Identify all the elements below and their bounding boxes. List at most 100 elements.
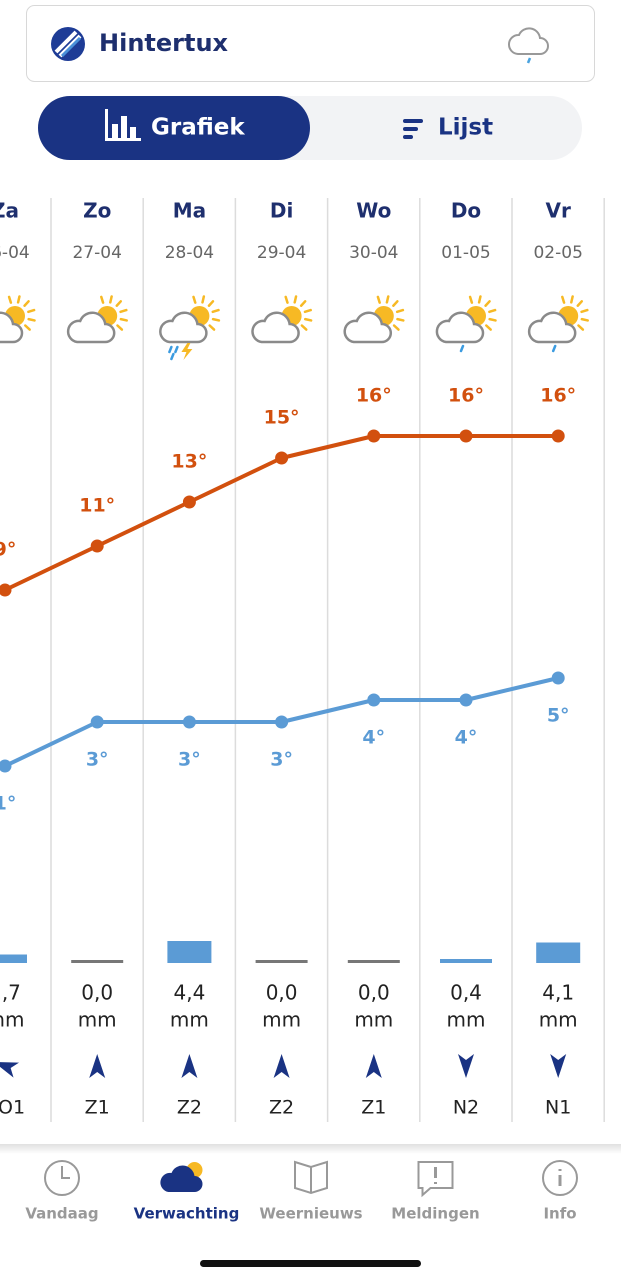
day-date: 30-04 xyxy=(349,243,398,263)
tab-label[interactable]: Meldingen xyxy=(391,1205,479,1223)
min-temp-point xyxy=(459,693,473,707)
min-temp-label: 3° xyxy=(86,749,109,771)
day-date: 02-05 xyxy=(533,243,582,263)
toggle-graph[interactable]: Grafiek xyxy=(151,115,245,141)
sun-ray xyxy=(27,317,36,322)
wind-label: Z1 xyxy=(361,1097,386,1119)
sun-ray xyxy=(376,295,381,304)
sun-ray xyxy=(396,317,405,322)
sun-ray xyxy=(392,324,400,331)
min-temp-label: 3° xyxy=(178,749,201,771)
sun-ray xyxy=(211,317,221,322)
tab-icon xyxy=(417,1161,454,1198)
location-name[interactable]: Hintertux xyxy=(99,29,229,57)
wind-label: Z1 xyxy=(85,1097,110,1119)
precip-bar xyxy=(536,942,581,963)
tab-label[interactable]: Verwachting xyxy=(134,1205,240,1223)
home-indicator xyxy=(200,1260,421,1267)
sun-ray xyxy=(570,295,574,304)
sun-ray xyxy=(284,295,289,304)
sun-ray xyxy=(119,308,128,314)
rain-drop xyxy=(551,344,557,353)
precip-value: 1,7 xyxy=(0,981,21,1005)
min-temp-point xyxy=(367,693,381,707)
precip-bar xyxy=(71,960,124,963)
sun-ray xyxy=(7,295,13,304)
wind-arrow xyxy=(365,1054,382,1078)
max-temp-point xyxy=(459,429,473,443)
cloud xyxy=(251,311,300,344)
sun-ray xyxy=(488,308,497,314)
max-temp-label: 16° xyxy=(356,385,392,407)
day-date: 29-04 xyxy=(257,243,306,263)
wind-arrow xyxy=(89,1054,106,1078)
precip-bar xyxy=(440,959,492,963)
max-temp-point xyxy=(182,495,196,509)
clock xyxy=(44,1160,80,1196)
min-temp-label: 5° xyxy=(547,705,570,727)
min-temp-point xyxy=(0,759,12,773)
sun-ray xyxy=(576,300,584,307)
max-temp-label: 13° xyxy=(171,451,207,473)
day-name: Wo xyxy=(356,199,391,223)
wind-label: N1 xyxy=(545,1097,571,1119)
min-temp-point xyxy=(182,715,196,729)
sun-ray xyxy=(16,295,21,304)
sun-ray xyxy=(395,308,405,314)
min-temp-point xyxy=(551,671,565,685)
sun-ray xyxy=(580,308,589,314)
day-name: Vr xyxy=(546,199,571,223)
precip-unit: mm xyxy=(262,1008,301,1032)
cloud xyxy=(343,311,393,344)
wind-arrow xyxy=(181,1054,198,1078)
header-box xyxy=(26,5,595,82)
weather-icon xyxy=(66,295,128,344)
tab-icon xyxy=(294,1160,328,1195)
sun-ray xyxy=(100,295,105,304)
day-date: 28-04 xyxy=(165,243,214,263)
bubble xyxy=(417,1161,454,1198)
cloud xyxy=(66,311,116,344)
precip-value: 4,1 xyxy=(542,981,574,1005)
max-temp-label: 15° xyxy=(264,407,300,429)
rain-drops xyxy=(168,345,179,361)
precip-value: 0,4 xyxy=(450,981,482,1005)
tab-label[interactable]: Info xyxy=(543,1205,576,1223)
max-temp-point xyxy=(551,429,565,443)
cloud xyxy=(435,311,485,344)
toggle-list[interactable]: Lijst xyxy=(438,115,493,141)
sun-ray xyxy=(207,300,215,307)
sun-ray xyxy=(477,295,482,304)
precip-unit: mm xyxy=(78,1008,117,1032)
location-icon xyxy=(51,27,85,61)
wind-arrow xyxy=(273,1054,290,1078)
sun-ray xyxy=(561,295,566,304)
tab-icon xyxy=(44,1160,80,1196)
day-name: Di xyxy=(270,199,293,223)
graph-icon xyxy=(105,109,141,141)
max-temp-label: 11° xyxy=(79,495,115,517)
wind-label: ZO1 xyxy=(0,1097,25,1119)
min-temp-label: 4° xyxy=(362,727,385,749)
precip-unit: mm xyxy=(447,1008,486,1032)
min-temp-label: 3° xyxy=(270,749,293,771)
precip-bar xyxy=(0,954,27,963)
sun-ray xyxy=(192,295,197,304)
cloud xyxy=(159,311,208,344)
clock-hands xyxy=(61,1166,70,1179)
sun-ray xyxy=(385,295,390,304)
sun-ray xyxy=(299,300,307,307)
wind-label: N2 xyxy=(453,1097,479,1119)
max-temp-label: 16° xyxy=(448,385,484,407)
weather-icon[interactable] xyxy=(508,27,549,64)
sun-ray xyxy=(115,300,123,307)
sun-ray xyxy=(468,295,474,304)
list-icon xyxy=(403,119,423,139)
sun-ray xyxy=(303,308,312,314)
sun-ray xyxy=(116,324,124,331)
day-date: 27-04 xyxy=(72,243,121,263)
book xyxy=(294,1160,328,1195)
tab-label[interactable]: Weernieuws xyxy=(259,1205,362,1223)
weather-icon xyxy=(251,295,313,344)
tab-label[interactable]: Vandaag xyxy=(25,1205,98,1223)
